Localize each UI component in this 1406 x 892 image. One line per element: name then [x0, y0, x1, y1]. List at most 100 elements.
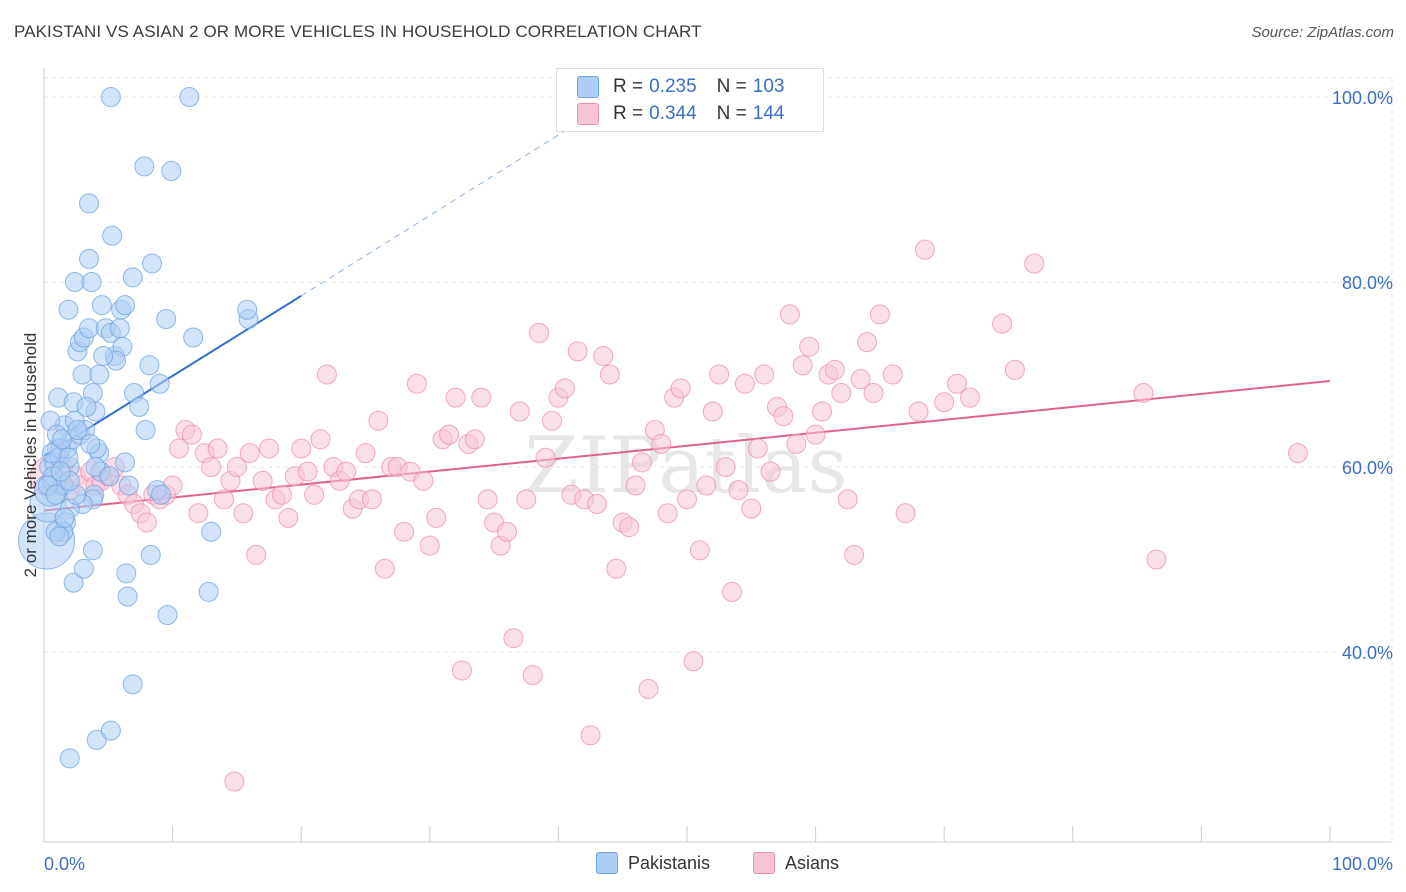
pakistanis-point	[198, 581, 219, 602]
n-label: N =	[716, 76, 747, 97]
source-label: Source: ZipAtlas.com	[1251, 24, 1394, 41]
asians-point	[541, 410, 562, 431]
pakistanis-point	[63, 572, 84, 593]
asians-point	[355, 443, 376, 464]
pakistanis-point	[122, 267, 143, 288]
asians-point	[336, 461, 357, 482]
asians-point	[394, 521, 415, 542]
legend-label-pakistanis: Pakistanis	[628, 852, 711, 873]
asians-point	[831, 383, 852, 403]
y-tick-label: 100.0%	[1332, 88, 1393, 108]
legend-item-pakistanis[interactable]: Pakistanis	[596, 852, 710, 874]
asians-point	[136, 512, 157, 533]
asians-point	[1146, 549, 1167, 570]
pakistanis-point	[157, 605, 178, 625]
asians-point	[683, 651, 704, 672]
asians-point	[477, 489, 498, 510]
pakistanis-point	[156, 309, 177, 329]
asians-point	[792, 355, 813, 376]
pakistanis-point	[73, 558, 94, 579]
asians-point	[252, 470, 273, 491]
asians-point	[959, 387, 980, 408]
asians-point	[464, 429, 485, 450]
asians-point	[799, 336, 820, 357]
pakistanis-point	[49, 526, 70, 547]
data-points	[18, 87, 1308, 792]
pakistanis-point	[100, 87, 121, 107]
asians-point	[224, 771, 245, 792]
asians-point	[779, 304, 800, 325]
y-tick-label: 60.0%	[1342, 458, 1393, 478]
asians-point	[734, 373, 755, 394]
legend-swatch-pakistanis	[596, 852, 618, 874]
asians-point	[722, 581, 743, 602]
asians-point	[914, 239, 935, 260]
asians-point	[419, 535, 440, 556]
asians-point	[638, 679, 659, 699]
asians-point	[304, 484, 325, 505]
asians-point	[529, 322, 550, 343]
asians-point	[291, 438, 312, 459]
asians-point	[580, 725, 601, 746]
asians-point	[657, 503, 678, 524]
legend-swatch-asians	[577, 103, 599, 125]
pakistanis-point	[102, 225, 123, 246]
pakistanis-point	[139, 355, 160, 376]
asians-point	[863, 383, 884, 403]
asians-point	[619, 517, 640, 538]
pakistanis-point	[183, 327, 204, 348]
asians-point	[439, 424, 460, 445]
legend-swatch-pakistanis	[577, 76, 599, 98]
asians-point	[786, 433, 807, 454]
asians-point	[316, 364, 337, 385]
pakistanis-point	[79, 248, 100, 269]
legend-row-asians: R = 0.344 N = 144	[577, 101, 804, 127]
pakistanis-point	[50, 461, 71, 482]
pakistanis-point	[142, 253, 163, 274]
pakistanis-point	[79, 318, 100, 339]
chart-title: PAKISTANI VS ASIAN 2 OR MORE VEHICLES IN…	[14, 22, 702, 41]
n-value: 144	[752, 103, 785, 124]
pakistanis-point	[54, 507, 75, 528]
pakistanis-point	[135, 420, 156, 440]
asians-point	[522, 665, 543, 686]
r-label: R =	[613, 103, 644, 124]
asians-point	[207, 438, 228, 459]
asians-point	[850, 369, 871, 390]
asians-point	[297, 461, 318, 482]
asians-point	[586, 494, 607, 514]
pakistanis-point	[99, 466, 120, 487]
pakistanis-point	[122, 674, 143, 695]
asians-point	[702, 401, 723, 422]
asians-point	[226, 457, 247, 477]
pakistanis-point	[100, 720, 121, 741]
legend-item-asians[interactable]: Asians	[753, 852, 839, 874]
asians-point	[837, 489, 858, 510]
asians-point	[1287, 443, 1308, 464]
asians-point	[651, 433, 672, 454]
y-tick-label: 80.0%	[1342, 273, 1393, 293]
pakistanis-point	[151, 484, 172, 505]
asians-point	[728, 480, 749, 501]
asians-point	[754, 364, 775, 385]
r-value: 0.344	[649, 103, 697, 124]
pakistanis-point	[82, 540, 103, 561]
asians-point	[747, 438, 768, 459]
asians-point	[278, 507, 299, 528]
pakistanis-point	[81, 272, 102, 292]
pakistanis-point	[149, 373, 170, 394]
pakistanis-point	[59, 748, 80, 769]
asians-point	[1024, 253, 1045, 274]
asians-point	[677, 489, 697, 510]
asians-point	[426, 507, 447, 528]
asians-point	[471, 387, 492, 408]
pakistanis-point	[64, 272, 85, 292]
asians-point	[593, 346, 614, 366]
asians-point	[503, 628, 524, 649]
x-tick-label: 100.0%	[1332, 854, 1393, 874]
pakistanis-point	[67, 420, 88, 440]
pakistanis-point	[76, 396, 97, 417]
pakistanis-point	[117, 586, 138, 607]
asians-point	[496, 521, 517, 542]
pakistanis-point	[58, 299, 79, 320]
